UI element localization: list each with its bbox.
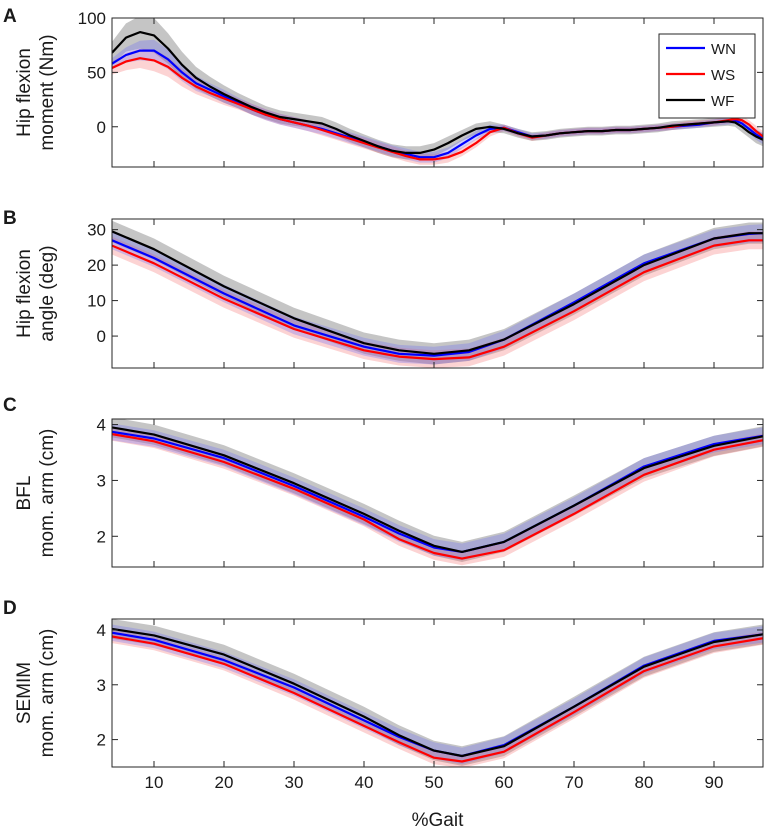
- x-tick-label: 40: [355, 773, 374, 792]
- panel-A: 0 50 100 A Hip flexion moment (Nm): [3, 6, 764, 168]
- y-axis-label: angle (deg): [37, 245, 58, 341]
- y-tick-label: 0: [97, 118, 106, 137]
- legend-box: [658, 33, 756, 119]
- y-axis-label: Hip flexion: [14, 48, 35, 137]
- y-axis-label: Hip flexion: [14, 249, 35, 338]
- panel-letter: C: [3, 395, 17, 416]
- y-axis-label: moment (Nm): [37, 34, 58, 150]
- y-tick-label: 3: [97, 471, 106, 490]
- y-tick-label: 20: [87, 256, 106, 275]
- legend-label-WF: WF: [711, 93, 734, 110]
- y-tick-label: 0: [97, 327, 106, 346]
- y-axis-label: SEMIM: [14, 662, 35, 724]
- y-tick-label: 2: [97, 527, 106, 546]
- panel-letter: A: [3, 6, 17, 27]
- series-lines: [112, 31, 763, 161]
- y-axis-label: mom. arm (cm): [37, 629, 58, 758]
- y-tick-label: 50: [87, 63, 106, 82]
- series-line-WN: [112, 430, 763, 553]
- y-tick-label: 4: [97, 416, 106, 435]
- x-tick-label: 70: [565, 773, 584, 792]
- axes-box: [111, 618, 764, 768]
- sd-bands: [112, 220, 763, 368]
- y-axis-label: mom. arm (cm): [37, 429, 58, 558]
- panel-letter: D: [3, 598, 17, 619]
- x-tick-label: 80: [635, 773, 654, 792]
- sd-band-WF: [112, 619, 763, 766]
- panel-C: 2 3 4 C BFL mom. arm (cm): [3, 395, 764, 568]
- legend: WN WS WF: [658, 33, 756, 119]
- x-axis-label: %Gait: [412, 810, 464, 831]
- y-tick-label: 100: [78, 9, 106, 28]
- x-tick-label: 30: [285, 773, 304, 792]
- sd-band-WF: [112, 220, 763, 365]
- series-line-WS: [112, 635, 763, 763]
- y-tick-label: 2: [97, 731, 106, 750]
- legend-label-WN: WN: [711, 41, 736, 58]
- y-tick-label: 30: [87, 221, 106, 240]
- x-tick-label: 50: [425, 773, 444, 792]
- x-tick-label: 10: [145, 773, 164, 792]
- x-tick-label: 90: [705, 773, 724, 792]
- panel-B: 0 10 20 30 B Hip flexion angle (deg): [3, 208, 764, 369]
- series-line-WF: [112, 426, 763, 553]
- series-lines: [112, 230, 763, 361]
- series-line-WF: [112, 31, 763, 154]
- panel-D: 2 3 4 10 20 30 40 50 60 70 80 90 D SEMIM mom. arm (cm): [3, 598, 764, 792]
- sd-bands: [112, 419, 763, 566]
- axes-box: [111, 17, 764, 168]
- series-line-WS: [112, 433, 763, 560]
- sd-band-WN: [112, 423, 763, 561]
- series-line-WF: [112, 627, 763, 758]
- x-tick-label: 20: [215, 773, 234, 792]
- series-line-WS: [112, 239, 763, 361]
- sd-bands: [112, 619, 763, 767]
- series-lines: [112, 627, 763, 763]
- axes-box: [111, 418, 764, 568]
- axes-box: [111, 218, 764, 369]
- series-line-WF: [112, 230, 763, 355]
- x-tick-label: 60: [495, 773, 514, 792]
- y-tick-label: 10: [87, 292, 106, 311]
- legend-label-WS: WS: [711, 67, 735, 84]
- series-lines: [112, 426, 763, 560]
- panel-letter: B: [3, 208, 17, 229]
- sd-band-WN: [112, 624, 763, 765]
- y-axis-label: BFL: [14, 476, 35, 511]
- sd-band-WF: [112, 419, 763, 562]
- y-tick-label: 4: [97, 621, 106, 640]
- y-tick-label: 3: [97, 676, 106, 695]
